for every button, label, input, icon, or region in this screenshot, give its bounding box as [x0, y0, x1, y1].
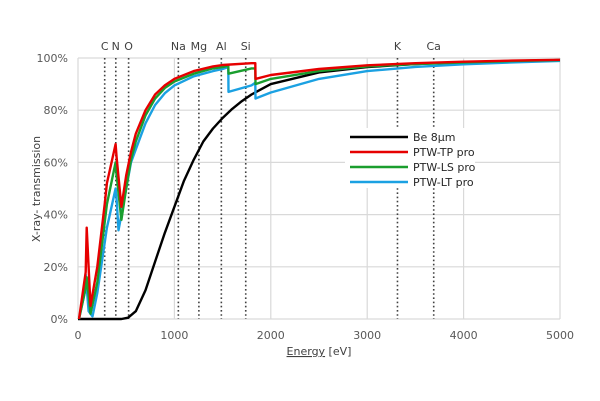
- grid: [77, 57, 561, 320]
- x-tick-label: 2000: [257, 329, 285, 342]
- legend-entry: PTW-LT pro: [413, 176, 474, 189]
- legend-entry: PTW-LS pro: [413, 161, 476, 174]
- x-tick-label: 4000: [450, 329, 478, 342]
- series-line-ptw-ls-pro: [77, 58, 561, 320]
- edge-label-n: N: [112, 40, 120, 53]
- legend-entry: PTW-TP pro: [413, 146, 475, 159]
- edge-label-na: Na: [171, 40, 186, 53]
- x-tick-label: 5000: [546, 329, 574, 342]
- legend-entry: Be 8µm: [413, 131, 456, 144]
- edge-label-si: Si: [241, 40, 251, 53]
- y-axis-label: X-ray- transmission: [30, 136, 43, 242]
- y-tick-label: 0%: [51, 313, 68, 326]
- series-lines: [77, 58, 561, 321]
- series-line-be-8-m: [78, 58, 561, 321]
- x-tick-label: 0: [75, 329, 82, 342]
- edge-label-mg: Mg: [191, 40, 207, 53]
- y-tick-label: 60%: [44, 156, 68, 169]
- y-tick-label: 100%: [37, 52, 68, 65]
- axes: 0% 20% 40% 60% 80% 100% 0 1000 2000 3000 4000 5000: [37, 52, 574, 342]
- edge-label-c: C: [101, 40, 109, 53]
- edge-label-k: K: [394, 40, 402, 53]
- legend: Be 8µm PTW-TP pro PTW-LS pro PTW-LT pro: [345, 128, 476, 189]
- edge-label-al: Al: [216, 40, 227, 53]
- y-tick-label: 20%: [44, 261, 68, 274]
- x-tick-label: 1000: [160, 329, 188, 342]
- y-tick-label: 80%: [44, 104, 68, 117]
- x-tick-label: 3000: [353, 329, 381, 342]
- y-tick-label: 40%: [44, 209, 68, 222]
- series-line-ptw-tp-pro: [77, 58, 561, 320]
- edge-label-o: O: [124, 40, 133, 53]
- series-line-ptw-lt-pro: [77, 59, 561, 320]
- x-axis-label: Energy [eV]: [287, 345, 352, 358]
- edge-label-ca: Ca: [427, 40, 441, 53]
